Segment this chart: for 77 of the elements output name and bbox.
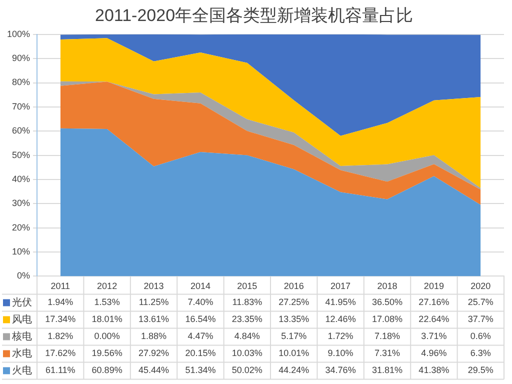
legend-label: 水电 xyxy=(12,347,32,360)
data-label: 36.50% xyxy=(372,297,403,308)
data-label: 19.56% xyxy=(92,348,122,358)
data-label: 1.72% xyxy=(328,331,354,342)
data-label: 34.76% xyxy=(325,365,356,376)
x-tick-label: 2017 xyxy=(330,281,351,292)
data-label: 17.62% xyxy=(45,348,76,358)
legend-label: 光伏 xyxy=(12,296,32,308)
data-label: 17.34% xyxy=(45,314,76,324)
data-label: 4.96% xyxy=(421,348,447,358)
data-label: 27.25% xyxy=(278,297,310,308)
data-label: 60.89% xyxy=(92,365,122,376)
x-tick-label: 2020 xyxy=(470,281,491,292)
data-label: 9.10% xyxy=(328,348,354,358)
data-label: 3.71% xyxy=(421,331,447,342)
y-tick-label: 80% xyxy=(12,77,30,88)
data-label: 6.3% xyxy=(470,348,491,358)
data-label: 4.47% xyxy=(188,331,214,342)
y-tick-label: 0% xyxy=(17,270,30,281)
legend-label: 火电 xyxy=(12,364,32,376)
data-label: 23.35% xyxy=(232,314,262,324)
data-label: 0.6% xyxy=(470,331,491,342)
data-label: 50.02% xyxy=(232,365,262,376)
y-tick-label: 50% xyxy=(12,150,30,160)
chart-title: 2011-2020年全国各类型新增装机容量占比 xyxy=(94,6,414,25)
x-tick-label: 2015 xyxy=(237,281,258,292)
data-label: 29.5% xyxy=(468,365,494,376)
data-label: 27.92% xyxy=(138,348,170,358)
legend-label: 风电 xyxy=(12,313,32,326)
data-label: 17.08% xyxy=(372,314,403,324)
x-tick-label: 2018 xyxy=(377,281,398,292)
data-label: 4.84% xyxy=(234,331,260,342)
data-label: 7.40% xyxy=(188,297,214,308)
data-label: 11.83% xyxy=(232,297,262,308)
y-tick-label: 60% xyxy=(12,126,30,136)
data-label: 20.15% xyxy=(185,348,216,358)
data-label: 1.94% xyxy=(48,297,74,308)
data-label: 1.53% xyxy=(94,297,120,308)
data-label: 18.01% xyxy=(92,314,122,324)
data-label: 1.82% xyxy=(48,331,74,342)
data-label: 7.18% xyxy=(374,331,400,342)
data-label: 45.44% xyxy=(138,365,170,376)
x-tick-label: 2016 xyxy=(284,281,304,292)
data-label: 13.35% xyxy=(278,314,310,324)
y-tick-label: 20% xyxy=(12,222,30,232)
data-label: 16.54% xyxy=(185,314,216,324)
y-tick-label: 70% xyxy=(12,101,30,112)
data-label: 5.17% xyxy=(281,331,307,342)
y-tick-label: 30% xyxy=(12,198,30,208)
data-label: 61.11% xyxy=(45,365,76,376)
x-tick-label: 2014 xyxy=(190,281,210,292)
data-label: 11.25% xyxy=(138,297,169,308)
x-tick-label: 2013 xyxy=(144,281,164,292)
data-label: 37.7% xyxy=(468,314,494,324)
data-label: 7.31% xyxy=(374,348,400,358)
x-tick-label: 2011 xyxy=(50,281,70,292)
y-tick-label: 10% xyxy=(12,246,30,257)
data-label: 41.38% xyxy=(418,365,450,376)
data-label: 51.34% xyxy=(185,365,216,376)
legend-label: 核电 xyxy=(11,330,32,342)
data-label: 27.16% xyxy=(418,297,450,308)
data-label: 13.61% xyxy=(138,314,170,324)
y-tick-label: 40% xyxy=(12,174,30,184)
data-label: 10.03% xyxy=(232,348,262,358)
data-label: 22.64% xyxy=(418,314,450,324)
data-label: 10.01% xyxy=(278,348,310,358)
data-label: 25.7% xyxy=(468,297,494,308)
y-tick-label: 90% xyxy=(12,53,30,64)
data-label: 1.88% xyxy=(141,331,167,342)
data-label: 44.24% xyxy=(278,365,310,376)
data-label: 41.95% xyxy=(325,297,356,308)
data-label: 31.81% xyxy=(372,365,403,376)
x-tick-label: 2019 xyxy=(424,281,444,292)
y-tick-label: 100% xyxy=(6,28,30,39)
data-label: 12.46% xyxy=(325,314,356,324)
x-tick-label: 2012 xyxy=(97,281,118,292)
data-label: 0.00% xyxy=(94,331,120,342)
